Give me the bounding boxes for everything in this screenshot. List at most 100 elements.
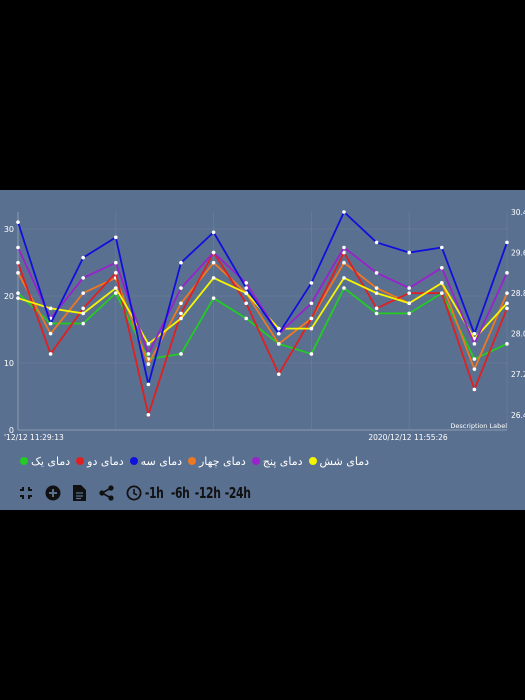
y-left-tick-label: 0	[9, 426, 14, 435]
data-point	[342, 250, 346, 255]
data-point	[211, 250, 216, 255]
data-point	[211, 296, 216, 300]
data-point	[244, 301, 248, 306]
data-point	[277, 331, 281, 336]
share-button[interactable]	[93, 482, 120, 504]
legend-label: دمای سه	[140, 454, 182, 468]
data-point	[374, 271, 379, 275]
fit-screen-button[interactable]	[12, 482, 39, 504]
data-point	[114, 291, 118, 295]
data-point	[505, 271, 509, 275]
data-point	[244, 316, 248, 321]
data-point	[440, 291, 444, 295]
data-point	[407, 286, 412, 290]
data-point	[16, 220, 20, 224]
data-point	[309, 316, 314, 321]
document-button[interactable]	[66, 482, 93, 504]
series-line	[17, 210, 508, 385]
data-point	[440, 265, 444, 270]
data-point	[244, 281, 248, 285]
toolbar: -1h -6h -12h -24h	[12, 482, 259, 504]
data-point	[179, 286, 183, 290]
clock-icon	[126, 485, 141, 501]
x-tick-label-end: 2020/12/12 11:55:26	[368, 433, 448, 442]
legend-item: دمای چهار	[188, 455, 246, 468]
legend-swatch	[20, 457, 28, 465]
data-point	[146, 362, 151, 366]
y-right-tick-label: 28.0	[511, 330, 525, 339]
legend-item: دمای پنج	[251, 455, 303, 468]
legend-label: دمای شش	[319, 454, 370, 468]
data-point	[505, 342, 509, 346]
y-left-tick-label: 30	[4, 225, 14, 234]
plus-circle-icon	[45, 485, 60, 501]
zoom-in-button[interactable]	[39, 482, 66, 504]
data-point	[179, 352, 183, 356]
data-point	[81, 276, 85, 280]
legend-item: دمای شش	[308, 454, 370, 468]
legend-item: دمای سه	[129, 454, 182, 468]
data-point	[114, 286, 118, 290]
data-point	[179, 316, 183, 321]
history-button[interactable]	[120, 482, 147, 504]
data-point	[374, 291, 379, 295]
legend-swatch	[188, 457, 196, 465]
data-point	[342, 260, 346, 265]
data-point	[407, 311, 412, 316]
data-point	[114, 260, 118, 265]
data-point	[16, 245, 20, 250]
axis-ticks: 0 10 20 30 26.4 27.2 28.0 28.8 29.6 30.4 '12/12 11…	[4, 208, 525, 442]
series-line	[17, 286, 508, 361]
series-lines	[16, 210, 509, 419]
data-point	[277, 342, 281, 346]
share-icon	[99, 485, 114, 501]
series-line	[17, 250, 508, 419]
data-point	[114, 271, 118, 275]
data-point	[309, 281, 314, 285]
data-point	[374, 240, 379, 245]
data-point	[81, 311, 85, 316]
y-left-tick-label: 10	[4, 359, 14, 368]
data-point	[309, 352, 314, 356]
y-right-tick-label: 28.8	[511, 289, 525, 298]
range-6h-button[interactable]: -6h	[170, 484, 190, 502]
data-point	[440, 281, 444, 285]
data-point	[146, 352, 151, 356]
data-point	[211, 230, 216, 235]
y-right-tick-label: 27.2	[511, 370, 525, 379]
data-point	[342, 286, 346, 290]
data-point	[146, 412, 151, 417]
data-point	[309, 326, 314, 331]
description-label: Description Label	[450, 422, 507, 430]
y-right-tick-label: 30.4	[511, 208, 525, 217]
data-point	[179, 301, 183, 306]
data-point	[407, 301, 412, 306]
legend-item: دمای یک	[20, 455, 70, 468]
data-point	[16, 260, 20, 265]
data-point	[16, 296, 20, 300]
data-point	[472, 357, 477, 361]
data-point	[374, 306, 379, 311]
data-point	[48, 352, 53, 356]
line-chart: 0 10 20 30 26.4 27.2 28.0 28.8 29.6 30.4 '12/12 11…	[4, 208, 525, 442]
data-point	[342, 210, 346, 214]
y-right-tick-label: 29.6	[511, 249, 525, 258]
legend-item: دمای دو	[76, 454, 124, 468]
data-point	[277, 372, 281, 377]
data-point	[472, 387, 477, 392]
data-point	[244, 286, 248, 290]
legend-swatch	[308, 457, 317, 465]
data-point	[48, 306, 53, 311]
range-24h-button[interactable]: -24h	[224, 484, 251, 502]
data-point	[505, 301, 509, 306]
chart-screen: 0 10 20 30 26.4 27.2 28.0 28.8 29.6 30.4 '12/12 11…	[0, 190, 525, 510]
range-12h-button[interactable]: -12h	[194, 484, 221, 502]
data-point	[342, 276, 346, 280]
data-point	[81, 291, 85, 295]
data-point	[179, 260, 183, 265]
data-point	[472, 331, 477, 336]
range-1h-button[interactable]: -1h	[144, 484, 164, 502]
legend-label: دمای دو	[87, 454, 124, 468]
collapse-icon	[19, 487, 32, 499]
data-point	[440, 245, 444, 250]
